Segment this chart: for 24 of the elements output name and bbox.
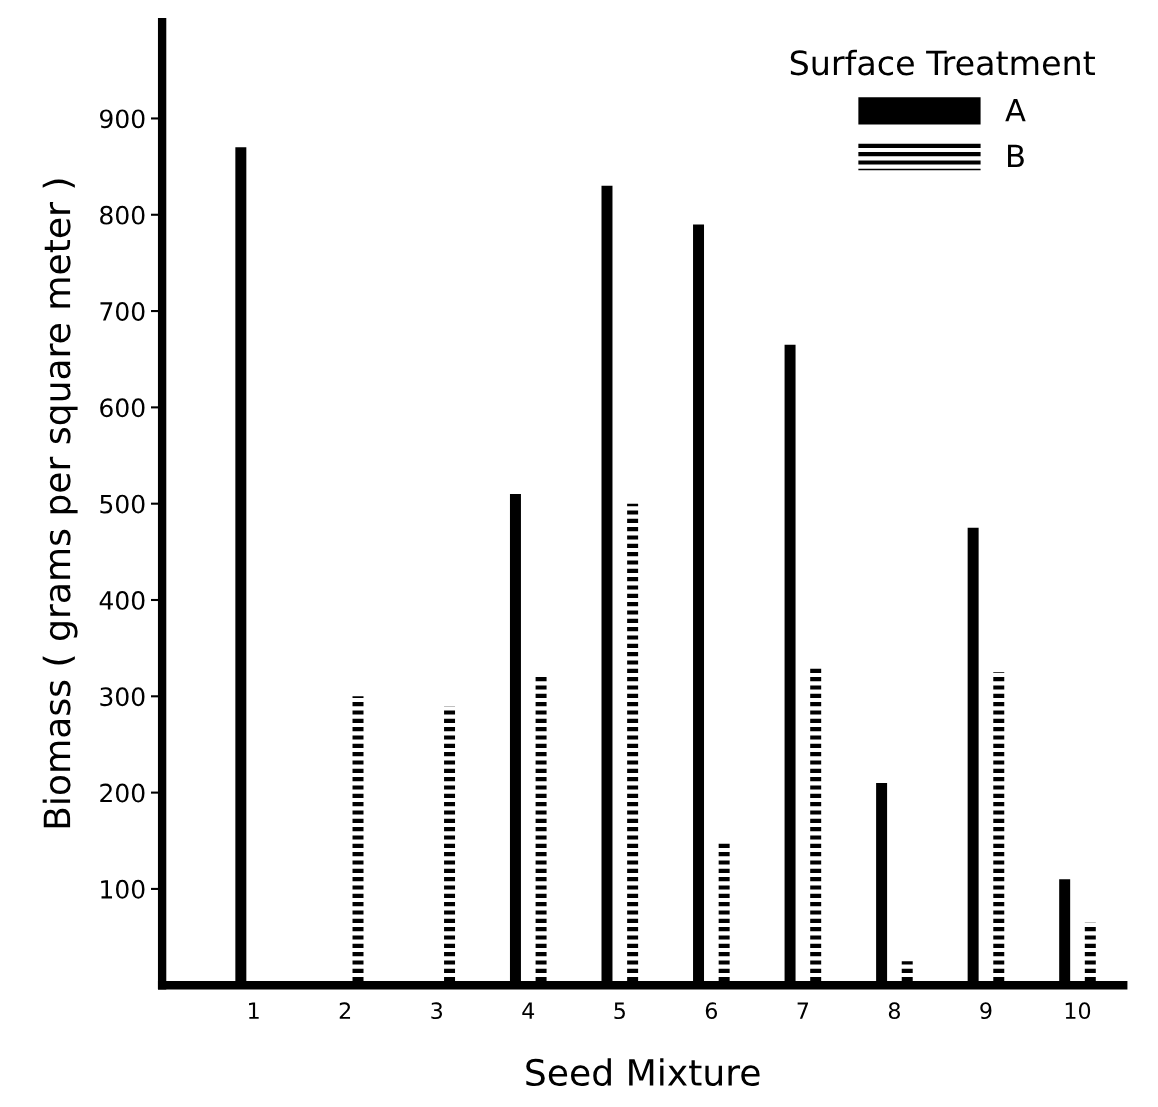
x-axis-title: Seed Mixture	[526, 1058, 760, 1087]
y-tick-label: 500	[100, 494, 145, 514]
y-tick-label: 600	[100, 398, 145, 418]
x-tick-label: 3	[431, 1002, 443, 1020]
legend-title: Surface Treatment	[790, 49, 1095, 76]
x-tick-label: 2	[339, 1002, 351, 1019]
legend-label: B	[1008, 144, 1024, 168]
y-tick-label: 800	[100, 205, 145, 225]
x-tick-label: 4	[522, 1002, 535, 1019]
x-tick-label: 6	[705, 1002, 718, 1020]
legend-label: A	[1005, 99, 1026, 122]
y-tick-label: 900	[100, 109, 145, 129]
x-tick-label: 5	[614, 1002, 625, 1020]
y-tick-label: 700	[100, 302, 145, 321]
x-tick-label: 8	[888, 1002, 900, 1020]
y-tick-label: 300	[100, 687, 145, 707]
x-tick-label: 7	[797, 1002, 809, 1019]
y-axis-title: Biomass ( grams per square meter )	[42, 179, 78, 828]
y-tick-label: 100	[101, 879, 145, 899]
x-tick-label: 10	[1065, 1002, 1091, 1020]
y-tick-label: 200	[100, 783, 145, 803]
x-tick-label: 9	[980, 1002, 992, 1020]
y-tick-label: 400	[99, 590, 145, 610]
x-tick-label: 1	[249, 1002, 259, 1019]
